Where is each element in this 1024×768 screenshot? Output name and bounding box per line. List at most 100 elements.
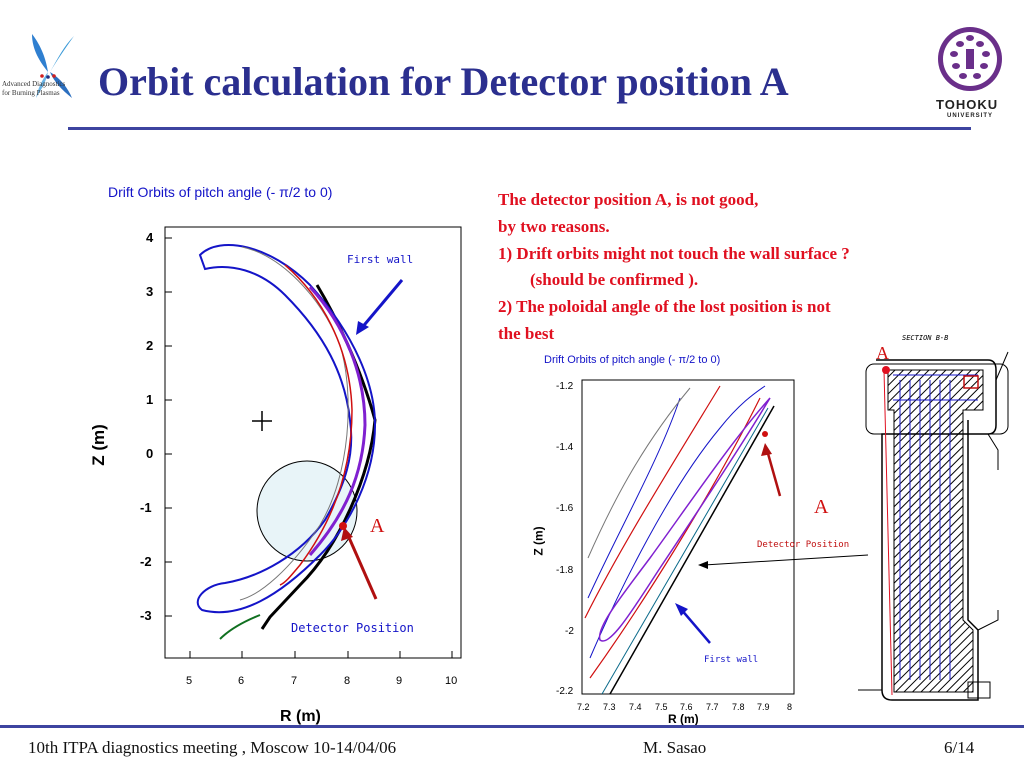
zoom-y-tick-4: -1.8 bbox=[556, 565, 574, 576]
zoom-detector-point-a bbox=[762, 431, 768, 437]
zoom-point-a-label: A bbox=[814, 496, 829, 518]
note-line-5: 2) The poloidal angle of the lost positi… bbox=[498, 297, 831, 316]
zoom-first-wall-label: First wall bbox=[704, 655, 759, 665]
zoom-orbit-gray bbox=[587, 387, 691, 559]
drawing-housing bbox=[876, 359, 997, 701]
section-drawing bbox=[858, 351, 1009, 701]
university-emblem-icon bbox=[938, 27, 1002, 91]
y-tick-1: 1 bbox=[146, 392, 154, 407]
zoom-x-tick-79: 7.9 bbox=[757, 702, 770, 712]
zoom-y-tick-5: -2 bbox=[565, 626, 574, 637]
drawing-leaders bbox=[977, 351, 1009, 631]
zoom-x-axis-label: R (m) bbox=[668, 712, 699, 726]
zoom-orbit-plot bbox=[581, 379, 795, 695]
zoom-x-tick-75: 7.5 bbox=[655, 702, 668, 712]
zoom-orbit-blue-1 bbox=[589, 385, 766, 659]
note-line-1: The detector position A, is not good, bbox=[498, 190, 759, 209]
detector-arrow-head bbox=[341, 527, 353, 541]
main-y-axis-label: Z (m) bbox=[88, 424, 108, 466]
zoom-x-tick-73: 7.3 bbox=[603, 702, 616, 712]
magnetic-axis-marker bbox=[252, 411, 272, 431]
main-plot-ticks bbox=[165, 237, 453, 658]
orbit-gray bbox=[239, 246, 349, 601]
main-detector-label: Detector Position bbox=[291, 621, 414, 635]
zoom-y-tick-1: -1.2 bbox=[556, 381, 574, 392]
orbit-red bbox=[279, 264, 353, 586]
drawing-hatched-body bbox=[887, 369, 984, 693]
note-line-6: the best bbox=[498, 324, 555, 343]
zoom-x-tick-76: 7.6 bbox=[680, 702, 693, 712]
university-logo: TOHOKU UNIVERSITY bbox=[930, 24, 1010, 124]
zoom-detector-arrow bbox=[765, 449, 782, 497]
zoom-first-wall-arrow bbox=[679, 607, 711, 644]
zoom-x-tick-74: 7.4 bbox=[629, 702, 642, 712]
y-tick-0: 0 bbox=[146, 446, 154, 461]
main-plot-title: Drift Orbits of pitch angle (- π/2 to 0) bbox=[108, 184, 333, 200]
y-tick-3: 3 bbox=[146, 284, 154, 299]
zoom-detector-arrow-head bbox=[761, 443, 772, 456]
orbit-purple bbox=[308, 285, 367, 556]
x-tick-7: 7 bbox=[291, 675, 298, 687]
logo-text-line1: Advanced Diagnostics bbox=[2, 80, 66, 88]
zoom-wall-pointer bbox=[698, 554, 869, 569]
zoom-x-tick-72: 7.2 bbox=[577, 702, 590, 712]
x-tick-9: 9 bbox=[396, 675, 403, 687]
drawing-red-box bbox=[963, 375, 979, 389]
y-tick-m2: -2 bbox=[140, 554, 152, 569]
footer-divider bbox=[0, 725, 1024, 728]
y-tick-m3: -3 bbox=[140, 608, 152, 623]
zoom-plot-title: Drift Orbits of pitch angle (- π/2 to 0) bbox=[544, 354, 721, 366]
drawing-point-a-label: A bbox=[876, 343, 889, 363]
zoom-wall-pointer-line bbox=[703, 554, 869, 566]
university-subname: UNIVERSITY bbox=[947, 113, 994, 119]
x-tick-8: 8 bbox=[344, 675, 351, 687]
drawing-point-a bbox=[882, 366, 890, 374]
zoom-first-wall-line bbox=[609, 405, 775, 695]
y-tick-2: 2 bbox=[146, 338, 154, 353]
zoom-detector-label: Detector Position bbox=[757, 540, 850, 550]
logo-mark-icon bbox=[32, 34, 74, 98]
zoom-first-wall-arrow-head bbox=[675, 603, 688, 616]
x-tick-5: 5 bbox=[186, 675, 193, 687]
drawing-channels bbox=[893, 374, 978, 680]
zoom-y-tick-2: -1.4 bbox=[556, 442, 574, 453]
page-title: Orbit calculation for Detector position … bbox=[98, 59, 789, 104]
zoom-x-tick-77: 7.7 bbox=[706, 702, 719, 712]
x-tick-6: 6 bbox=[238, 675, 245, 687]
title-divider bbox=[68, 127, 971, 130]
footer-page-number: 6/14 bbox=[944, 738, 975, 757]
zoom-wall-pointer-head bbox=[698, 561, 708, 569]
first-wall-arrow bbox=[358, 279, 404, 331]
detector-point-a bbox=[339, 522, 347, 530]
zoom-x-tick-8: 8 bbox=[787, 702, 793, 712]
main-first-wall-label: First wall bbox=[347, 253, 414, 266]
drawing-red-line bbox=[883, 369, 893, 696]
main-orbit-plot bbox=[164, 226, 462, 659]
zoom-orbit-blue-2 bbox=[587, 397, 681, 599]
orbit-blue bbox=[196, 244, 377, 614]
detector-arrow bbox=[345, 532, 378, 600]
zoom-orbit-purple bbox=[598, 397, 771, 642]
zoom-orbit-red-1 bbox=[584, 385, 721, 619]
footer-meeting: 10th ITPA diagnostics meeting , Moscow 1… bbox=[28, 738, 397, 757]
zoom-y-tick-3: -1.6 bbox=[556, 503, 574, 514]
zoom-y-axis-label: Z (m) bbox=[531, 526, 546, 556]
zoom-wall-inner-line bbox=[601, 407, 769, 695]
note-line-3: 1) Drift orbits might not touch the wall… bbox=[498, 244, 850, 263]
zoom-y-tick-6: -2.2 bbox=[556, 686, 574, 697]
orbit-green bbox=[219, 614, 261, 640]
note-line-4: (should be confirmed ). bbox=[530, 270, 699, 289]
logo-text-line2: for Burning Plasmas bbox=[2, 89, 60, 97]
zoom-x-tick-78: 7.8 bbox=[732, 702, 745, 712]
x-tick-10: 10 bbox=[445, 675, 458, 687]
y-tick-m1: -1 bbox=[140, 500, 152, 515]
university-name: TOHOKU bbox=[936, 97, 999, 112]
note-line-2: by two reasons. bbox=[498, 217, 610, 236]
detector-region-circle bbox=[256, 460, 358, 562]
main-x-axis-label: R (m) bbox=[280, 708, 321, 725]
first-wall-arrow-head bbox=[356, 321, 369, 335]
footer-author: M. Sasao bbox=[643, 738, 707, 757]
conference-logo: Advanced Diagnostics for Burning Plasmas bbox=[2, 32, 94, 102]
drawing-section-label: SECTION B-B bbox=[902, 334, 949, 342]
main-point-a-label: A bbox=[370, 515, 385, 537]
